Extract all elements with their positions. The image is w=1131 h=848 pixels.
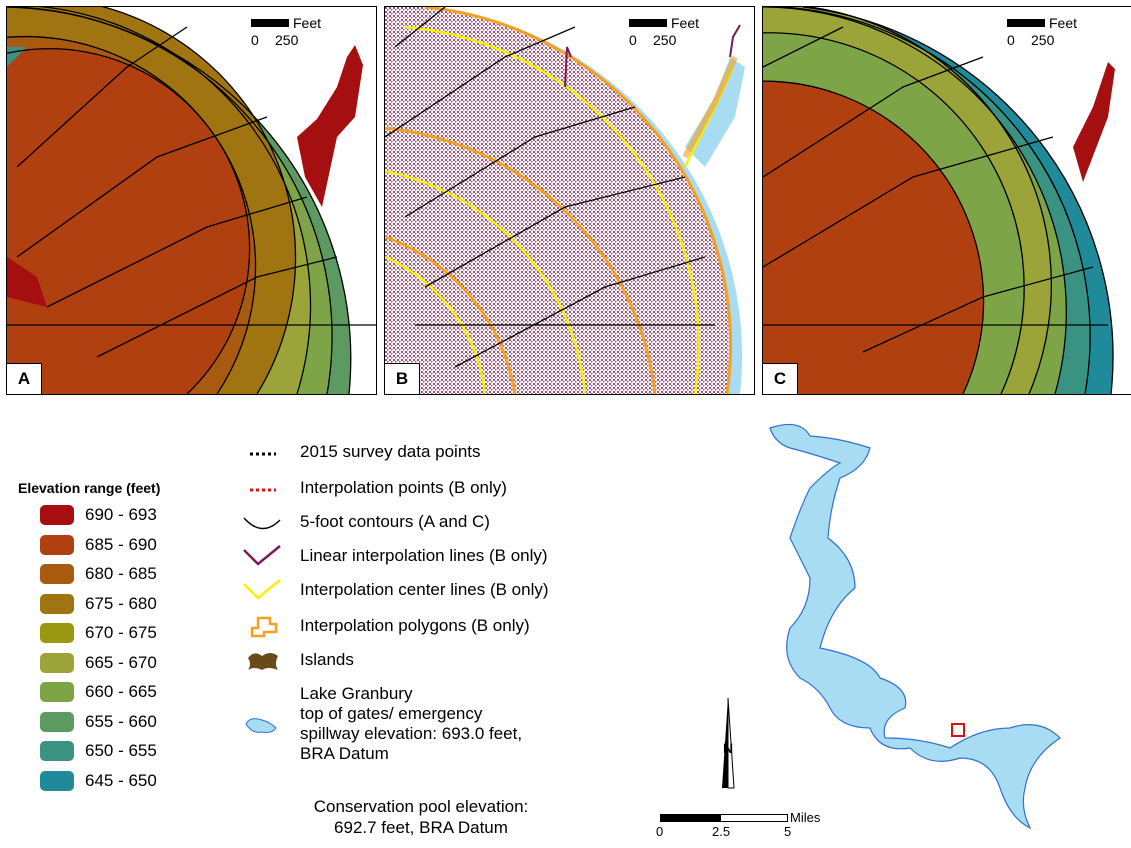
scale-tick: 0 bbox=[1007, 32, 1015, 48]
legend-label: Linear interpolation lines (B only) bbox=[300, 546, 548, 565]
scale-bar-graphic bbox=[629, 19, 667, 27]
scale-tick: 250 bbox=[1031, 32, 1055, 48]
lake-line: spillway elevation: 693.0 feet, bbox=[300, 724, 523, 743]
scale-tick: 250 bbox=[653, 32, 677, 48]
scale-tick: 250 bbox=[275, 32, 299, 48]
scale-tick: 0 bbox=[251, 32, 259, 48]
elevation-swatch bbox=[40, 711, 74, 732]
pool-line: 692.7 feet, BRA Datum bbox=[334, 818, 508, 837]
elevation-label: 685 - 690 bbox=[85, 534, 157, 554]
pool-line: Conservation pool elevation: bbox=[313, 797, 529, 816]
scale-tick: 5 bbox=[784, 824, 792, 839]
conservation-pool-note: Conservation pool elevation: 692.7 feet,… bbox=[276, 796, 566, 838]
elevation-swatch bbox=[40, 770, 74, 791]
elevation-swatch bbox=[40, 623, 74, 643]
legend-label: Interpolation center lines (B only) bbox=[300, 580, 549, 599]
elevation-label: 645 - 650 bbox=[85, 770, 157, 790]
legend-center-lines: Interpolation center lines (B only) bbox=[240, 578, 549, 602]
lake-line: top of gates/ emergency bbox=[300, 704, 483, 723]
red-dotted-line-icon bbox=[250, 488, 276, 492]
elevation-label: 680 - 685 bbox=[85, 564, 157, 583]
elevation-label: 665 - 670 bbox=[85, 652, 157, 672]
legend-label: Interpolation polygons (B only) bbox=[300, 616, 530, 635]
scale-bar-white bbox=[720, 814, 788, 822]
purple-line-icon bbox=[243, 545, 281, 566]
elevation-class: 655 - 660 bbox=[40, 711, 157, 733]
elevation-legend-title: Elevation range (feet) bbox=[18, 480, 161, 496]
lake-icon bbox=[245, 718, 277, 733]
interpolation-map-b bbox=[385, 7, 754, 394]
elevation-map-a bbox=[7, 7, 376, 394]
legend-contours: 5-foot contours (A and C) bbox=[240, 510, 490, 534]
legend-label: 2015 survey data points bbox=[300, 442, 481, 461]
map-panel-c: Feet 0 250 C bbox=[762, 6, 1131, 395]
scale-tick: 0 bbox=[656, 824, 664, 839]
legend-label: 5-foot contours (A and C) bbox=[300, 512, 490, 531]
legend-interpolation-points: Interpolation points (B only) bbox=[240, 476, 507, 500]
island-icon bbox=[248, 653, 278, 670]
elevation-swatch bbox=[40, 564, 74, 584]
scale-unit: Miles bbox=[790, 810, 821, 825]
elevation-label: 660 - 665 bbox=[85, 682, 157, 701]
elevation-label: 655 - 660 bbox=[85, 711, 157, 731]
lake-line: BRA Datum bbox=[300, 744, 389, 763]
legend-linear-lines: Linear interpolation lines (B only) bbox=[240, 544, 548, 568]
legend-label: Interpolation points (B only) bbox=[300, 478, 507, 497]
elevation-swatch bbox=[40, 505, 74, 525]
elevation-class: 685 - 690 bbox=[40, 534, 157, 556]
north-label: N bbox=[723, 740, 733, 756]
scale-tick: 2.5 bbox=[712, 824, 731, 839]
legend-polygons: Interpolation polygons (B only) bbox=[240, 614, 530, 638]
legend-label: Islands bbox=[300, 650, 354, 669]
map-panel-a: Feet 0 250 A bbox=[6, 6, 377, 395]
elevation-class: 690 - 693 bbox=[40, 504, 157, 526]
elevation-label: 670 - 675 bbox=[85, 623, 157, 642]
elevation-class: 645 - 650 bbox=[40, 770, 157, 792]
scale-bar-black bbox=[660, 814, 720, 822]
locator-box bbox=[951, 723, 965, 737]
panel-label-b: B bbox=[385, 363, 420, 394]
elevation-class: 670 - 675 bbox=[40, 622, 157, 644]
elevation-label: 690 - 693 bbox=[85, 505, 157, 524]
legend-survey-points: 2015 survey data points bbox=[240, 440, 481, 464]
panel-label-c: C bbox=[763, 363, 798, 394]
elevation-swatch bbox=[40, 741, 74, 761]
elevation-swatch bbox=[40, 593, 74, 614]
elevation-swatch bbox=[40, 682, 74, 702]
scale-unit: Feet bbox=[293, 15, 322, 31]
north-arrow: N bbox=[722, 697, 735, 789]
elevation-class: 660 - 665 bbox=[40, 681, 157, 703]
contour-line-icon bbox=[243, 517, 281, 530]
yellow-line-icon bbox=[243, 579, 281, 600]
black-dotted-line-icon bbox=[250, 452, 276, 456]
elevation-class: 665 - 670 bbox=[40, 652, 157, 674]
scale-unit: Feet bbox=[671, 15, 700, 31]
elevation-class: 680 - 685 bbox=[40, 563, 157, 585]
location-inset-map: N bbox=[722, 423, 1061, 830]
orange-polygon-icon bbox=[250, 616, 278, 638]
scale-bar-graphic bbox=[251, 19, 289, 27]
scale-bar-graphic bbox=[1007, 19, 1045, 27]
elevation-swatch bbox=[40, 534, 74, 555]
scale-tick: 0 bbox=[629, 32, 637, 48]
elevation-label: 675 - 680 bbox=[85, 593, 157, 613]
elevation-class: 650 - 655 bbox=[40, 740, 157, 762]
elevation-swatch bbox=[40, 652, 74, 673]
elevation-label: 650 - 655 bbox=[85, 741, 157, 760]
lake-outline bbox=[769, 423, 1061, 830]
legend-lake: Lake Granbury top of gates/ emergency sp… bbox=[240, 684, 522, 764]
scale-unit: Feet bbox=[1049, 15, 1078, 31]
map-panel-b: Feet 0 250 B bbox=[384, 6, 755, 395]
panel-label-a: A bbox=[7, 363, 42, 394]
elevation-class: 675 - 680 bbox=[40, 593, 157, 615]
elevation-map-c bbox=[763, 7, 1131, 394]
legend-islands: Islands bbox=[240, 648, 354, 672]
lake-line: Lake Granbury bbox=[300, 684, 413, 703]
